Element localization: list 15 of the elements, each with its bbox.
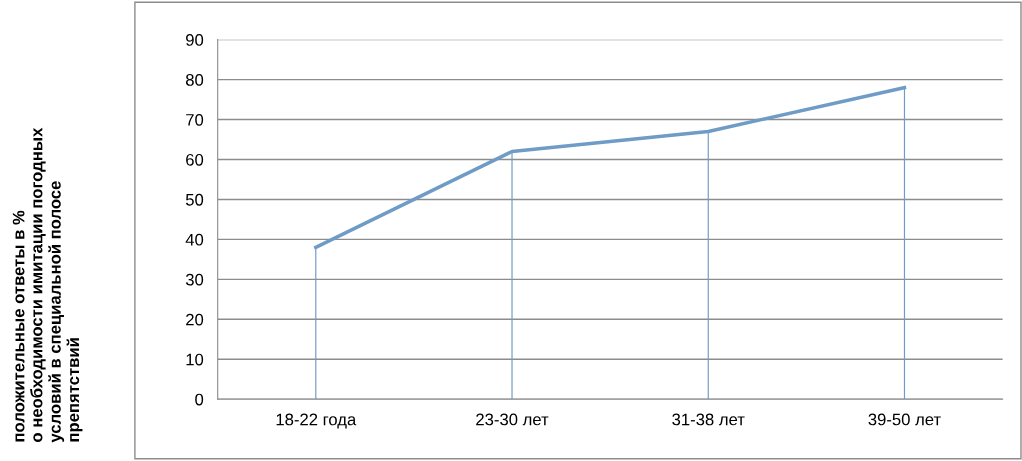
y-tick-label: 30 [185,273,204,286]
x-tick-label: 18-22 года [276,413,357,429]
y-tick-label: 10 [186,353,204,366]
x-tick-label: 23-30 лет [476,413,549,426]
y-tick-label: 50 [185,193,204,206]
text: положительные ответы в % о необходимости имитации погодных условий в специальной полосе препятствий [12,127,83,443]
y-tick-label: 20 [186,313,204,326]
y-tick-label: 0 [195,393,204,406]
y-tick-label: 60 [186,153,204,166]
y-tick-label: 70 [186,113,204,126]
x-tick-label: 39-50 лет [868,413,941,426]
y-tick-label: 80 [185,74,204,86]
y-tick-label: 40 [185,233,204,246]
y-tick-label: 90 [186,34,204,46]
x-tick-label: 31-38 лет [672,413,745,426]
